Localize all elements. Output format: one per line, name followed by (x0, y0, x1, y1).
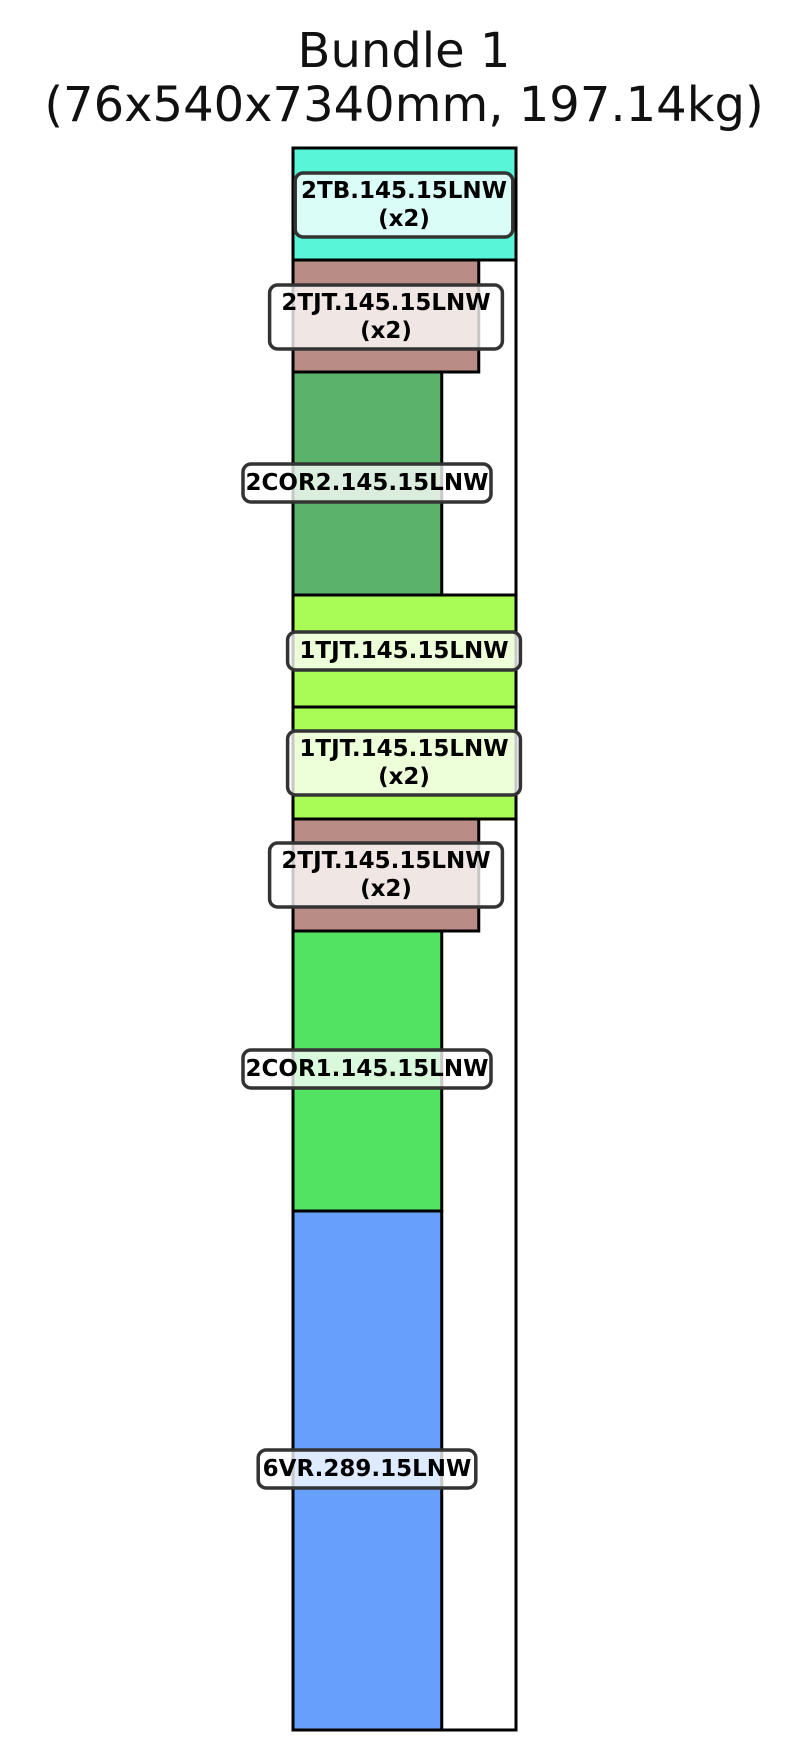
piece-6: 2TJT.145.15LNW(x2) (267, 817, 505, 933)
piece-label-box (267, 841, 505, 909)
piece-qty-label: (x2) (378, 764, 430, 790)
piece-label-box (293, 171, 515, 239)
piece-name-label: 2TB.145.15LNW (301, 178, 507, 204)
piece-label-box (267, 283, 505, 351)
piece-2: 2TJT.145.15LNW(x2) (267, 258, 505, 374)
piece-name-label: 1TJT.145.15LNW (299, 736, 508, 762)
piece-name-label: 1TJT.145.15LNW (299, 638, 508, 664)
piece-label-box (256, 1448, 478, 1490)
bundle-dimensions: (76x540x7340mm, 197.14kg) (44, 77, 764, 133)
bundle-title: Bundle 1 (297, 23, 511, 79)
piece-name-label: 2COR1.145.15LNW (246, 1056, 489, 1082)
piece-1: 2TB.145.15LNW(x2) (291, 146, 518, 262)
piece-qty-label: (x2) (360, 876, 412, 902)
piece-name-label: 2TJT.145.15LNW (281, 290, 490, 316)
piece-name-label: 6VR.289.15LNW (263, 1456, 472, 1482)
piece-name-label: 2COR2.145.15LNW (246, 470, 489, 496)
piece-4: 1TJT.145.15LNW (285, 593, 523, 709)
piece-label-box (241, 1048, 493, 1090)
piece-5: 1TJT.145.15LNW(x2) (285, 705, 523, 821)
piece-label-box (285, 729, 523, 797)
piece-qty-label: (x2) (378, 206, 430, 232)
piece-label-box (285, 630, 523, 672)
piece-name-label: 2TJT.145.15LNW (281, 848, 490, 874)
piece-qty-label: (x2) (360, 318, 412, 344)
piece-label-box (241, 462, 493, 504)
piece-7: 2COR1.145.15LNW (241, 929, 493, 1213)
piece-3: 2COR2.145.15LNW (241, 370, 493, 597)
piece-8: 6VR.289.15LNW (256, 1209, 478, 1732)
